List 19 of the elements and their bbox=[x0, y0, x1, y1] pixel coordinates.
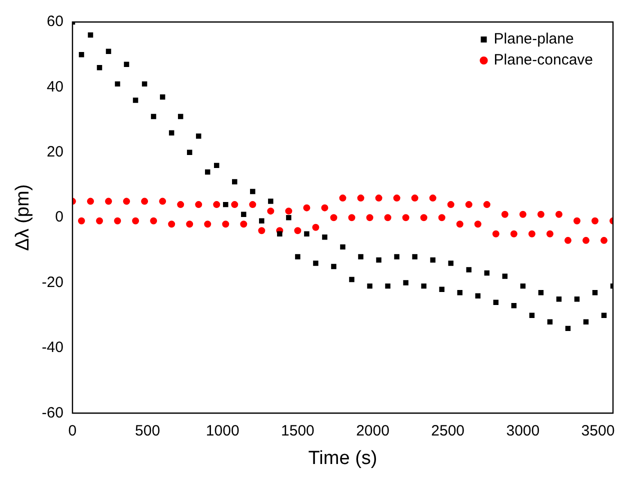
x-tick-label: 1500 bbox=[281, 422, 314, 440]
y-tick-label: -60 bbox=[42, 404, 64, 422]
y-tick-label: 20 bbox=[46, 144, 64, 161]
y-axis-title: Δλ (pm) bbox=[12, 184, 34, 251]
x-tick-label: 3500 bbox=[581, 422, 615, 440]
x-tick-label: 0 bbox=[68, 422, 77, 440]
legend-label: Plane-concave bbox=[494, 52, 594, 69]
y-tick-label: 40 bbox=[46, 78, 64, 96]
y-tick-label: -40 bbox=[42, 339, 64, 356]
legend-label: Plane-plane bbox=[494, 30, 574, 48]
x-tick-label: 500 bbox=[135, 422, 160, 440]
x-tick-label: 2500 bbox=[431, 422, 465, 440]
y-tick-label: 0 bbox=[55, 208, 64, 226]
x-tick-label: 3000 bbox=[506, 422, 540, 440]
x-tick-label: 2000 bbox=[356, 422, 390, 440]
y-tick-label: 60 bbox=[46, 13, 64, 30]
y-tick-label: -20 bbox=[42, 274, 64, 291]
x-tick-label: 1000 bbox=[206, 422, 240, 440]
x-axis-title: Time (s) bbox=[308, 448, 378, 469]
